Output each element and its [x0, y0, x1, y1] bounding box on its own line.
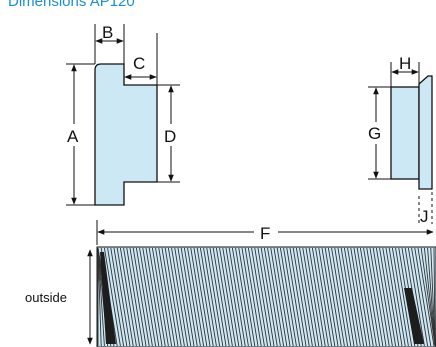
label-b: B [102, 23, 113, 42]
label-d: D [164, 127, 176, 146]
label-c: C [133, 54, 145, 73]
label-f: F [260, 224, 270, 243]
side-view-body [94, 63, 158, 206]
label-outside: outside [25, 290, 67, 305]
side-view: B C A D [64, 23, 180, 206]
front-view-flange [418, 75, 433, 190]
front-view-inner [390, 86, 420, 180]
label-g: G [368, 124, 381, 143]
right-wedge [404, 288, 424, 344]
pipe-section: outside [22, 246, 436, 347]
left-wedge [100, 252, 116, 344]
pipe-hatching [97, 247, 436, 347]
label-j: J [420, 207, 429, 226]
front-view: H G J [366, 54, 433, 226]
label-h: H [399, 54, 411, 73]
pipe-section-body [96, 246, 436, 347]
label-a: A [67, 127, 79, 146]
dimension-f: F [96, 220, 434, 245]
diagram-title: Dimensions AP120 [8, 0, 135, 10]
